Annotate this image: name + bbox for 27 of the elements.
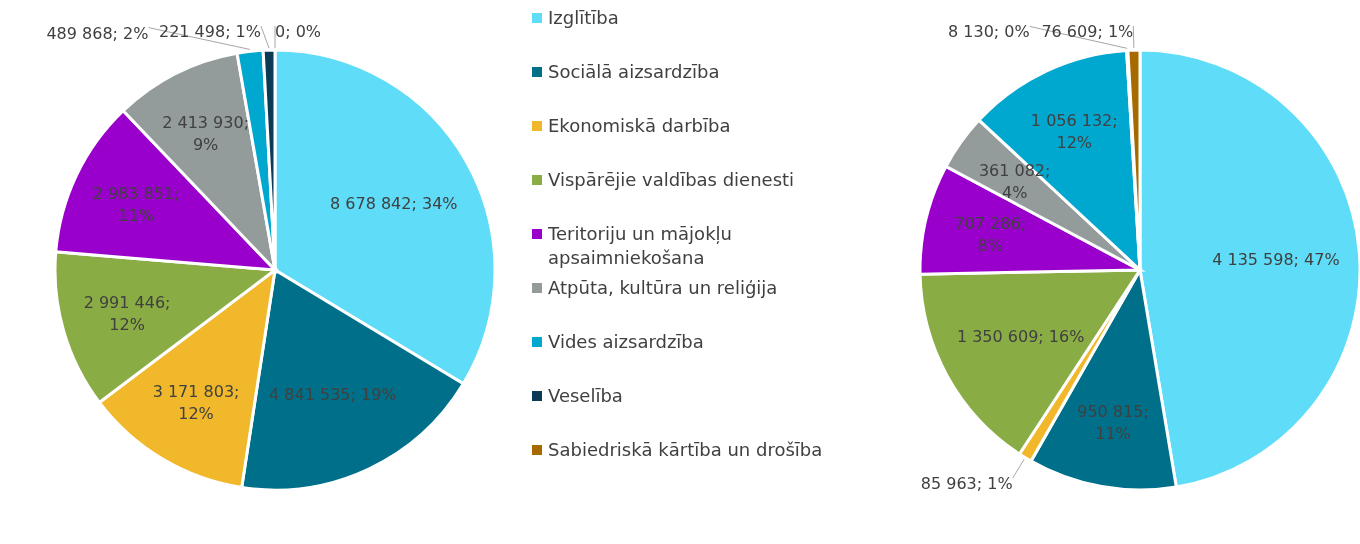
data-label: 2 983 851; 11% xyxy=(92,183,180,225)
legend-label: Teritoriju un mājokļu apsaimniekošana xyxy=(548,222,733,270)
legend-label: Veselība xyxy=(548,384,623,408)
legend-label: Izglītība xyxy=(548,6,619,30)
legend-label: Vispārējie valdības dienesti xyxy=(548,168,795,192)
legend-label: Vides aizsardzība xyxy=(548,330,704,354)
legend-label: Sociālā aizsardzība xyxy=(548,60,720,84)
data-label: 2 991 446; 12% xyxy=(83,292,171,334)
data-label: 4 135 598; 47% xyxy=(1212,249,1340,269)
legend-label: Atpūta, kultūra un reliģija xyxy=(548,276,778,300)
legend-label: Ekonomiskā darbība xyxy=(548,114,731,138)
data-label: 1 350 609; 16% xyxy=(956,326,1085,346)
data-label: 85 963; 1% xyxy=(920,474,1013,494)
data-label: 8 130; 0% xyxy=(948,22,1030,42)
data-label: 707 286; 8% xyxy=(954,214,1027,256)
text: 0; 0% xyxy=(275,22,322,41)
data-label: 76 609; 1% xyxy=(1041,22,1134,42)
data-label: 489 868; 2% xyxy=(46,23,149,43)
data-label: 361 082; 4% xyxy=(978,160,1051,202)
data-label: 4 841 535; 19% xyxy=(269,384,397,404)
data-label: 221 498; 1% xyxy=(158,22,261,42)
data-label: 2 413 930; 9% xyxy=(162,112,250,154)
data-label: 3 171 803; 12% xyxy=(152,382,240,424)
legend-label: Sabiedriskā kārtība un drošība xyxy=(548,438,823,462)
data-label: 1 056 132; 12% xyxy=(1030,110,1118,152)
data-label: 8 678 842; 34% xyxy=(330,193,458,213)
data-label: 950 815; 11% xyxy=(1077,401,1149,443)
